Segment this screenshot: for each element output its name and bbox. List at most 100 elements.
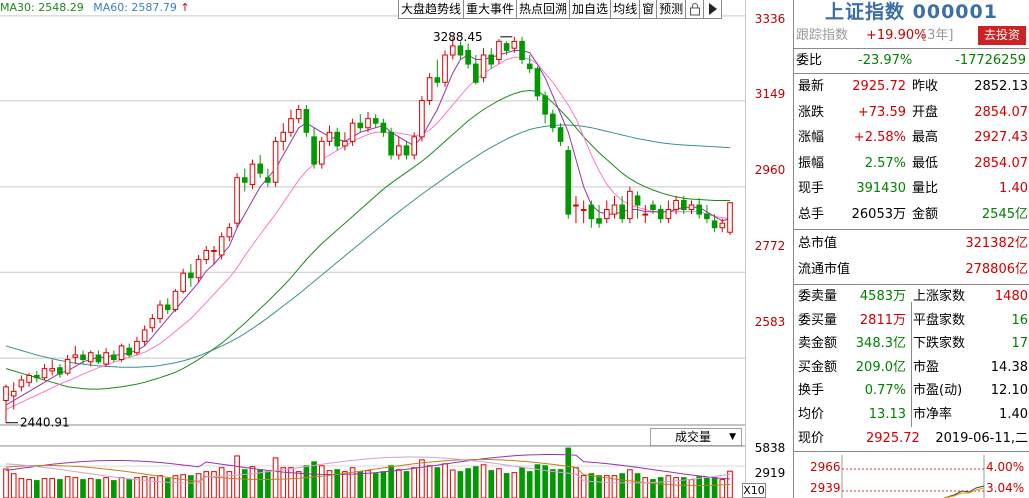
volume-bar	[473, 466, 479, 498]
candle-up	[226, 227, 233, 238]
volume-bar	[180, 474, 186, 498]
volume-bar	[642, 477, 649, 498]
play-icon[interactable]	[703, 0, 723, 19]
volume-bar	[395, 469, 402, 498]
candle-down	[126, 347, 133, 356]
volume-bar	[249, 466, 256, 498]
candle-up	[18, 379, 25, 388]
toolbar-ma-button[interactable]: 均线	[610, 0, 641, 19]
volume-bar	[496, 468, 502, 498]
kline-chart[interactable]: 3288.45 2440.91	[0, 0, 745, 498]
quote-value: 26053万	[851, 206, 906, 222]
candle-down	[542, 95, 548, 115]
quote-panel: 上证指数 000001 跟踪指数 +19.90% [3年] 去投资 委比 -23…	[793, 0, 1029, 498]
stat-label: 市盈(动)	[913, 383, 963, 398]
volume-bar	[218, 467, 225, 498]
volume-ma-line	[5, 454, 731, 480]
volume-bar	[295, 471, 302, 498]
candle-up	[41, 368, 48, 379]
candle-up	[449, 45, 456, 56]
ma-legend: MA30: 2548.29 MA60: 2587.79 ↑	[0, 1, 196, 17]
stat-label: 委卖量	[798, 289, 838, 304]
candle-up	[203, 249, 210, 261]
toolbar-trend-line-button[interactable]: 大盘趋势线	[398, 0, 465, 19]
quote-label: 涨幅	[798, 130, 825, 145]
quote-value: 2852.13	[974, 79, 1028, 94]
volume-bar	[64, 476, 71, 498]
quote-value: 2.57%	[864, 155, 906, 171]
stat-label: 市盈	[913, 359, 940, 375]
volume-indicator-select[interactable]: 成交量 ▼	[650, 428, 742, 446]
volume-indicator-label: 成交量	[675, 430, 712, 444]
candle-down	[265, 177, 271, 183]
candle-down	[650, 204, 656, 211]
candle-down	[519, 40, 525, 61]
toolbar-hotspot-review-button[interactable]: 热点回溯	[516, 0, 571, 19]
volume-bar	[288, 467, 294, 498]
candle-down	[588, 204, 595, 220]
volume-ma-line	[5, 459, 731, 487]
stat-value: 2811万	[859, 312, 906, 328]
tracking-row: 跟踪指数 +19.90% [3年] 去投资	[794, 24, 1029, 48]
candle-up	[180, 272, 186, 292]
ma10-line	[5, 56, 731, 410]
invest-button[interactable]: 去投资	[977, 26, 1026, 45]
volume-bar	[449, 469, 456, 498]
candle-down	[257, 163, 263, 174]
volume-bar	[118, 477, 125, 498]
candle-down	[457, 45, 464, 56]
volume-bar	[419, 459, 425, 498]
price-tick: 3149	[746, 87, 794, 101]
volume-bar	[318, 465, 325, 498]
volume-bar	[465, 468, 471, 498]
candle-down	[188, 272, 194, 279]
candle-down	[80, 354, 86, 361]
candle-down	[303, 109, 310, 133]
ma30-legend: MA30: 2548.29	[0, 1, 84, 14]
ma5-line	[5, 50, 731, 406]
volume-bar	[704, 477, 710, 498]
toolbar-add-watchlist-button[interactable]: 加自选	[569, 0, 612, 19]
toolbar-forecast-button[interactable]: 预测	[656, 0, 687, 19]
candle-up	[688, 204, 695, 211]
volume-bar	[257, 469, 263, 498]
market-cap-row: 总市值 321382亿	[794, 232, 1029, 256]
lock-icon[interactable]	[685, 0, 705, 19]
quote-label: 最高	[912, 130, 939, 145]
candle-down	[241, 177, 248, 183]
quote-value: 2927.43	[974, 130, 1028, 145]
candle-up	[134, 340, 140, 354]
candle-up	[87, 352, 94, 363]
quote-value: 391430	[856, 181, 906, 196]
candle-down	[334, 131, 341, 147]
volume-bar	[442, 463, 448, 498]
price-tick: 3336	[746, 12, 794, 26]
toolbar-window-button[interactable]: 窗	[639, 0, 658, 19]
candle-down	[372, 118, 379, 124]
quote-row: 现手 391430 量比 1.40	[794, 177, 1029, 201]
candle-up	[26, 374, 32, 383]
volume-bar	[164, 478, 171, 498]
candle-up	[64, 359, 71, 374]
candle-up	[365, 118, 371, 129]
current-price-label: 现价	[798, 431, 825, 446]
volume-bar	[603, 475, 610, 498]
volume-bar	[3, 468, 9, 498]
toolbar-major-events-button[interactable]: 重大事件	[463, 0, 518, 19]
volume-bar	[411, 467, 418, 498]
candle-down	[534, 68, 541, 97]
volume-bar	[650, 479, 656, 498]
weibi-label: 委比	[796, 53, 823, 68]
candle-up	[603, 209, 610, 220]
kline-chart-area[interactable]: 3288.45 2440.91 MA30: 2548.29 MA60: 2587.…	[0, 0, 745, 498]
candle-down	[557, 127, 564, 142]
candle-up	[318, 140, 325, 165]
quote-value: 2925.72	[852, 79, 906, 94]
candle-up	[218, 236, 225, 256]
candle-down	[111, 354, 117, 361]
quote-row: 涨幅 +2.58% 最高 2927.43	[794, 126, 1029, 150]
candle-up	[665, 209, 672, 220]
volume-bar	[49, 478, 56, 498]
volume-bar	[426, 465, 433, 498]
volume-bar	[711, 477, 718, 498]
